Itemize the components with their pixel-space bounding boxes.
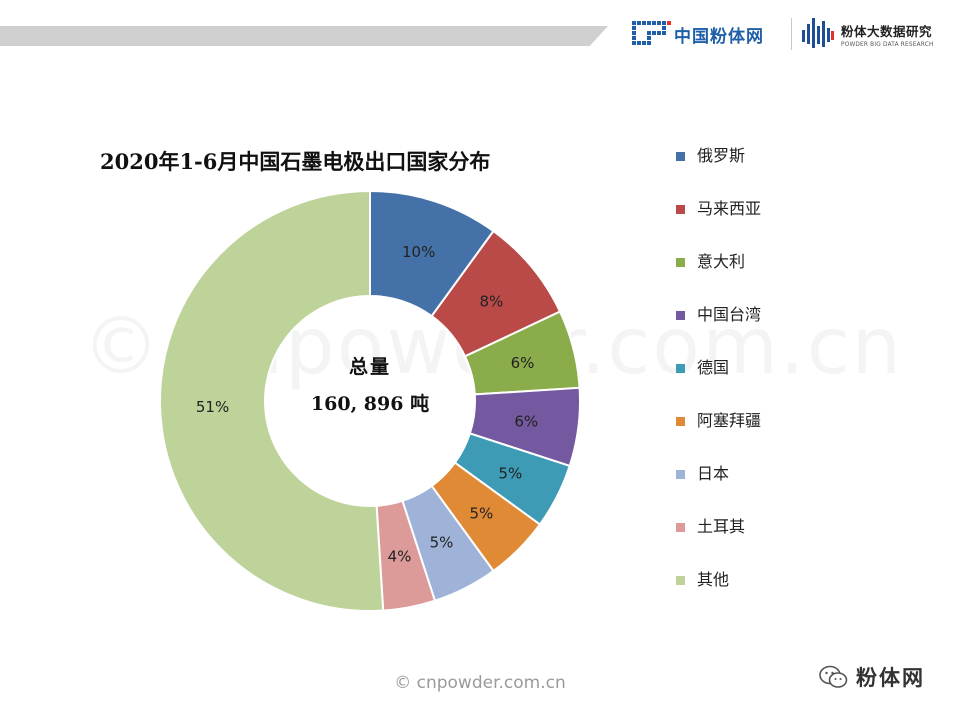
legend-label: 意大利 <box>697 252 746 271</box>
total-label: 总量 <box>348 356 391 378</box>
slice-label-2: 6% <box>511 354 535 372</box>
legend-swatch <box>676 576 685 585</box>
cnpowder-logo[interactable]: 中国粉体网 <box>630 14 764 54</box>
legend-item-0: 俄罗斯 <box>676 141 846 194</box>
legend-item-3: 中国台湾 <box>676 300 846 353</box>
wechat-icon <box>819 665 848 688</box>
legend-label: 德国 <box>697 358 730 377</box>
donut-slice-8 <box>159 189 385 612</box>
legend-item-6: 日本 <box>676 459 846 512</box>
footer-watermark: © cnpowder.com.cn <box>394 673 566 693</box>
total-value: 160, 896 吨 <box>310 393 430 415</box>
legend-item-2: 意大利 <box>676 247 846 300</box>
chart-title: 2020年1-6月中国石墨电极出口国家分布 <box>100 149 491 174</box>
legend-item-8: 其他 <box>676 565 846 618</box>
legend-label: 俄罗斯 <box>697 146 746 165</box>
header-banner-bar <box>0 26 608 46</box>
legend-swatch <box>676 417 685 426</box>
slice-label-1: 8% <box>479 293 503 311</box>
legend-item-4: 德国 <box>676 353 846 406</box>
legend-label: 日本 <box>697 464 730 483</box>
legend-swatch <box>676 205 685 214</box>
legend-swatch <box>676 364 685 373</box>
slice-label-0: 10% <box>402 243 435 261</box>
powder-big-data-logo[interactable]: 粉体大数据研究 POWDER BIG DATA RESEARCH <box>801 14 934 54</box>
legend-label: 马来西亚 <box>697 199 762 218</box>
legend-swatch <box>676 258 685 267</box>
cnpowder-logo-icon <box>632 21 671 45</box>
wechat-account-badge[interactable]: 粉体网 <box>818 662 925 692</box>
legend-label: 土耳其 <box>697 517 746 536</box>
legend-item-5: 阿塞拜疆 <box>676 406 846 459</box>
slice-label-5: 5% <box>469 504 493 522</box>
powder-big-data-subtitle: POWDER BIG DATA RESEARCH <box>841 41 934 48</box>
legend-label: 其他 <box>697 570 730 589</box>
cnpowder-logo-text: 中国粉体网 <box>674 26 764 47</box>
wechat-account-name: 粉体网 <box>856 666 925 690</box>
slice-label-6: 5% <box>430 533 454 551</box>
slice-label-7: 4% <box>388 548 412 566</box>
legend-swatch <box>676 152 685 161</box>
slice-label-3: 6% <box>514 413 538 431</box>
chart-legend: 俄罗斯马来西亚意大利中国台湾德国阿塞拜疆日本土耳其其他 <box>676 141 846 618</box>
logo-divider <box>791 18 792 50</box>
donut-center-label: 总量 160, 896 吨 <box>270 352 470 416</box>
slice-label-8: 51% <box>196 398 229 416</box>
legend-swatch <box>676 470 685 479</box>
legend-label: 阿塞拜疆 <box>697 411 762 430</box>
powder-big-data-title: 粉体大数据研究 <box>841 23 933 39</box>
bar-chart-logo-icon <box>802 18 834 48</box>
legend-swatch <box>676 523 685 532</box>
legend-item-7: 土耳其 <box>676 512 846 565</box>
legend-swatch <box>676 311 685 320</box>
slice-label-4: 5% <box>498 465 522 483</box>
legend-item-1: 马来西亚 <box>676 194 846 247</box>
legend-label: 中国台湾 <box>697 305 762 324</box>
